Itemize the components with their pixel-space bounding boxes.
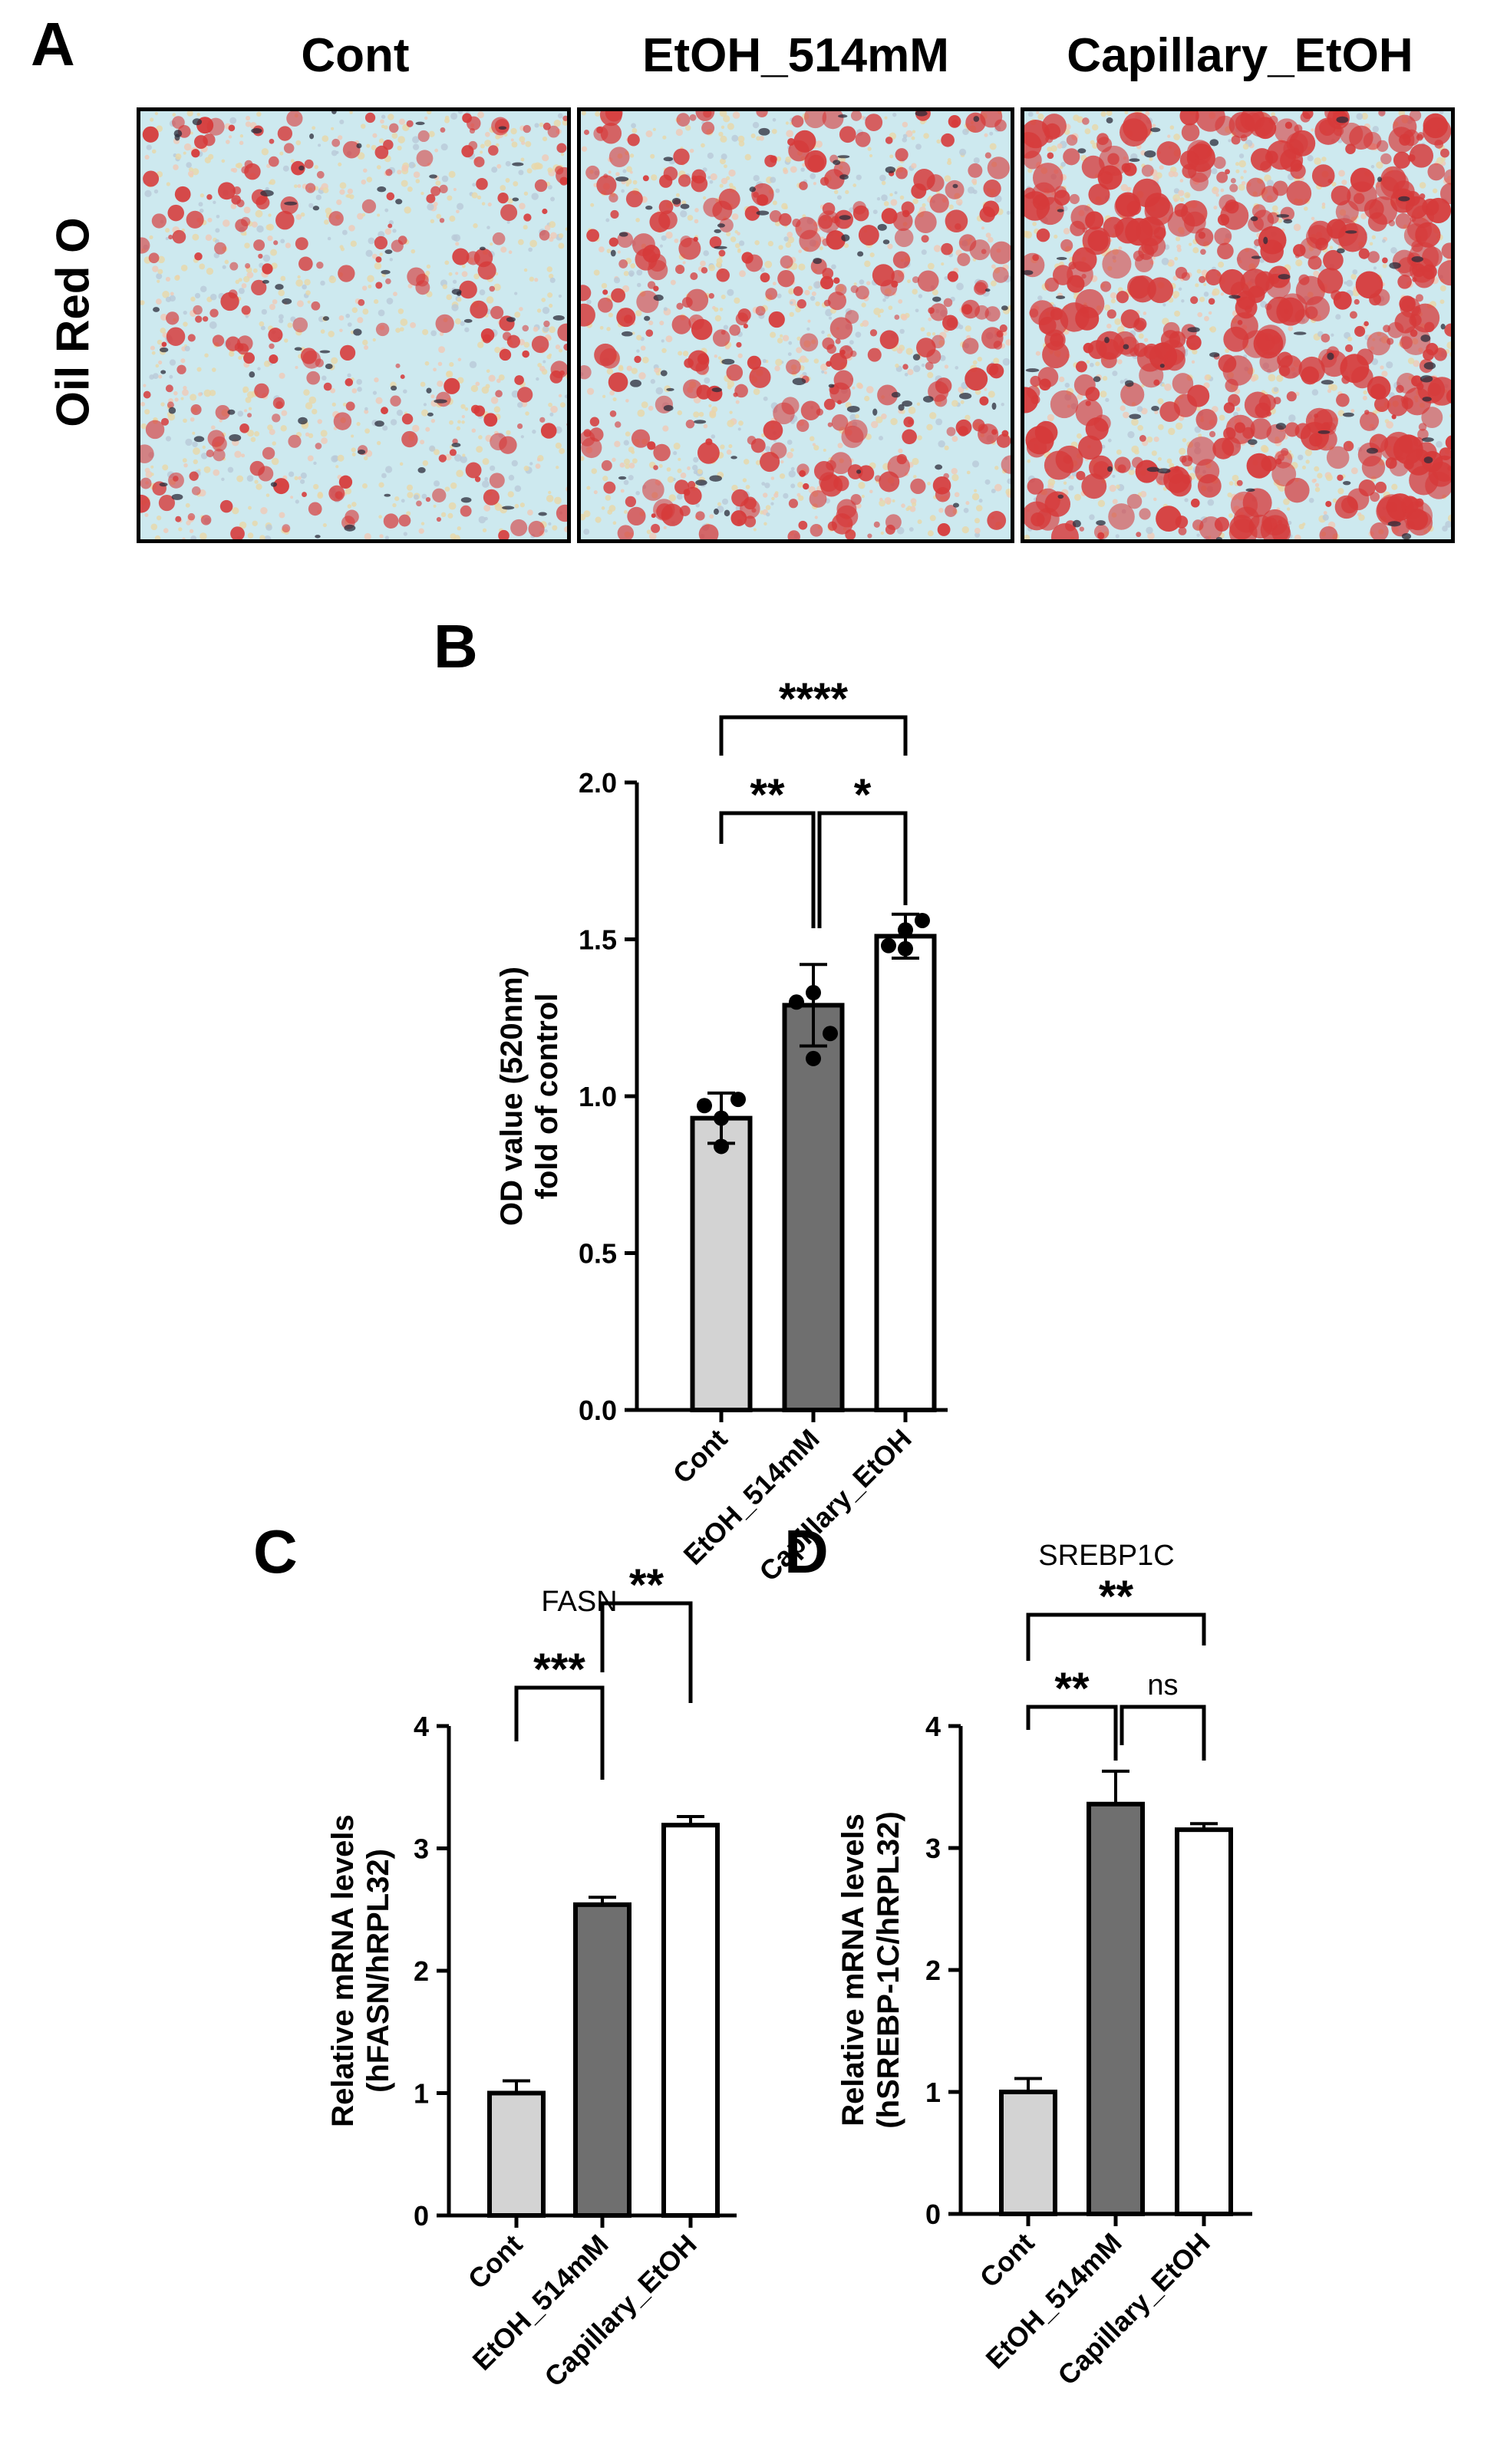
micrograph-cont — [137, 107, 571, 543]
significance-bracket — [1026, 1612, 1206, 1661]
bar-Capillary_EtOH — [874, 934, 937, 1413]
y-axis-label: Relative mRNA levels — [326, 1814, 360, 2127]
bar-Capillary_EtOH — [1175, 1827, 1233, 2216]
image-title-etoh: EtOH_514mM — [642, 29, 949, 82]
x-tick-label: Cont — [974, 2227, 1040, 2294]
data-point — [714, 1138, 729, 1155]
y-tick-label: 2.0 — [579, 767, 617, 799]
bar-EtOH_514mM — [782, 1003, 845, 1412]
significance-label: ns — [1147, 1669, 1178, 1701]
y-tick-label: 4 — [925, 1711, 941, 1742]
data-point — [898, 940, 913, 957]
y-tick-label: 1 — [925, 2077, 941, 2108]
panel-a-letter: A — [31, 10, 75, 78]
significance-label: ** — [629, 1560, 664, 1610]
significance-label: *** — [533, 1645, 585, 1695]
significance-bracket — [600, 1601, 693, 1703]
y-tick-label: 1.0 — [579, 1081, 617, 1112]
y-axis-label: OD value (520nm) — [495, 967, 529, 1226]
micrograph-texture — [140, 111, 567, 539]
y-tick-label: 2 — [414, 1955, 429, 1987]
x-tick-label: Capillary_EtOH — [1051, 2227, 1215, 2391]
y-axis-label: Relative mRNA levels — [836, 1813, 870, 2126]
bar-Cont — [999, 2090, 1057, 2216]
micrograph-capillary — [1021, 107, 1455, 543]
y-tick-label: 2 — [925, 1955, 941, 1986]
chart-title: SREBP1C — [1038, 1540, 1174, 1572]
bar-Cont — [487, 2090, 546, 2218]
significance-label: * — [854, 770, 872, 820]
y-axis-label-2: fold of control — [530, 993, 564, 1200]
image-title-cont: Cont — [301, 29, 410, 82]
data-point — [823, 1026, 838, 1042]
data-point — [806, 1050, 821, 1066]
data-point — [898, 922, 913, 938]
significance-bracket — [514, 1685, 605, 1780]
y-tick-label: 1.5 — [579, 924, 617, 956]
y-tick-label: 0.5 — [579, 1238, 617, 1270]
significance-label: ** — [1099, 1572, 1134, 1622]
x-tick-label: Cont — [667, 1423, 734, 1490]
data-point — [714, 1110, 729, 1126]
y-axis-label-2: (hFASN/hRPL32) — [361, 1849, 395, 2093]
significance-bracket — [719, 811, 816, 928]
y-tick-label: 0 — [925, 2199, 941, 2230]
y-axis-label-2: (hSREBP-1C/hRPL32) — [872, 1811, 905, 2128]
panel-letter: D — [784, 1517, 829, 1586]
y-tick-label: 1 — [414, 2078, 429, 2110]
data-point — [915, 912, 930, 928]
y-tick-label: 4 — [414, 1711, 429, 1742]
y-tick-label: 0.0 — [579, 1395, 617, 1426]
micrograph-texture — [581, 111, 1011, 539]
bar-EtOH_514mM — [573, 1902, 631, 2218]
significance-bracket — [1120, 1705, 1206, 1761]
row-label-oil-red-o: Oil Red O — [47, 217, 99, 427]
significance-label: **** — [779, 674, 849, 724]
panel-letter: B — [434, 612, 478, 680]
significance-bracket — [1026, 1705, 1118, 1761]
y-tick-label: 3 — [414, 1833, 429, 1865]
data-point — [881, 937, 896, 954]
image-title-capillary: Capillary_EtOH — [1067, 29, 1413, 82]
bar-Capillary_EtOH — [661, 1823, 720, 2218]
data-point — [697, 1098, 712, 1114]
data-point — [730, 1092, 746, 1108]
panel-letter: C — [253, 1517, 298, 1586]
bar-EtOH_514mM — [1087, 1801, 1145, 2216]
significance-label: ** — [1054, 1664, 1090, 1714]
data-point — [806, 985, 821, 1001]
micrograph-texture — [1024, 111, 1451, 539]
y-tick-label: 0 — [414, 2200, 429, 2232]
y-tick-label: 3 — [925, 1833, 941, 1864]
bar-Cont — [690, 1115, 753, 1412]
significance-bracket — [719, 715, 908, 756]
chart-d: D SREBP1C 0 1 2 3 4 Relative mRNA levels (hSREBP… — [784, 1517, 1252, 2391]
significance-label: ** — [750, 770, 785, 820]
data-point — [789, 994, 804, 1010]
x-tick-label: Cont — [462, 2228, 529, 2295]
significance-bracket — [817, 811, 908, 928]
x-tick-label: Capillary_EtOH — [538, 2228, 702, 2393]
chart-b: B 0.0 0.5 1.0 1.5 2.0 OD value (520nm) fold of … — [434, 612, 948, 1587]
micrograph-etoh — [577, 107, 1014, 543]
